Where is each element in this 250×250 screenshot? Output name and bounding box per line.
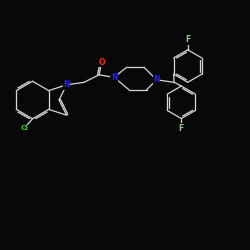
Text: F: F [185,35,190,44]
Text: Cl: Cl [20,125,28,131]
Text: N: N [153,75,160,84]
Text: F: F [179,124,184,133]
Text: N: N [63,80,70,89]
Text: N: N [111,73,117,82]
Text: O: O [98,58,105,67]
